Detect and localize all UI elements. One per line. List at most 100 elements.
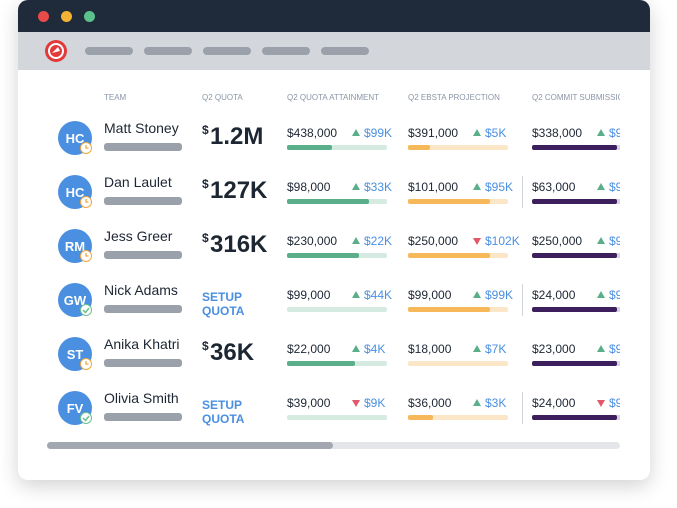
progress-track	[408, 361, 508, 366]
setup-quota-link[interactable]: SETUP QUOTA	[202, 398, 245, 426]
progress-track	[532, 145, 620, 150]
trend-up	[597, 291, 605, 298]
name-placeholder	[104, 413, 182, 421]
progress-fill	[408, 307, 490, 312]
status-badge	[80, 142, 92, 154]
name-placeholder	[104, 197, 182, 205]
minimize-button[interactable]	[61, 11, 72, 22]
metric-delta: $102K	[485, 234, 520, 248]
metric-value: $250,000	[532, 234, 583, 248]
progress-track	[287, 253, 387, 258]
status-badge	[80, 196, 92, 208]
progress-track	[408, 415, 508, 420]
avatar-initials: RM	[64, 239, 86, 254]
metric-value: $63,000	[532, 180, 576, 194]
name-placeholder	[104, 359, 182, 367]
scrollbar-thumb[interactable]	[47, 442, 333, 449]
nav-placeholder	[144, 47, 192, 55]
metric-value: $250,000	[408, 234, 459, 248]
name-placeholder	[104, 305, 182, 313]
title-bar	[18, 0, 650, 32]
progress-fill	[408, 145, 430, 150]
browser-window	[18, 0, 650, 480]
metric-delta: $99K	[485, 288, 514, 302]
avatar-initials: HC	[65, 131, 85, 146]
progress-track	[408, 145, 508, 150]
column-header: Q2 COMMIT SUBMISSION	[532, 93, 620, 102]
trend-up	[352, 183, 360, 190]
metric-delta: $9	[609, 288, 620, 302]
trend-up	[473, 399, 481, 406]
progress-track	[408, 253, 508, 258]
progress-fill	[408, 199, 490, 204]
trend-down	[597, 400, 605, 407]
progress-track	[532, 361, 620, 366]
quota-amount: 1.2M	[210, 123, 264, 150]
progress-track	[287, 145, 387, 150]
metric-delta: $9K	[364, 396, 386, 410]
progress-track	[532, 253, 620, 258]
progress-fill	[287, 361, 355, 366]
progress-fill	[532, 361, 617, 366]
trend-up	[352, 291, 360, 298]
member-name: Nick Adams	[104, 282, 178, 298]
member-name: Anika Khatri	[104, 336, 180, 352]
column-header: Q2 EBSTA PROJECTION	[408, 93, 500, 102]
trend-down	[473, 238, 481, 245]
metric-delta: $3K	[485, 396, 507, 410]
quota-currency: $	[202, 177, 209, 191]
column-header: Q2 QUOTA	[202, 93, 243, 102]
avatar-initials: HC	[65, 185, 85, 200]
trend-up	[352, 345, 360, 352]
progress-track	[287, 361, 387, 366]
trend-up	[597, 183, 605, 190]
column-header: Q2 QUOTA ATTAINMENT	[287, 93, 380, 102]
progress-fill	[532, 199, 617, 204]
metric-delta: $99K	[364, 126, 393, 140]
member-name: Olivia Smith	[104, 390, 179, 406]
trend-up	[473, 345, 481, 352]
progress-fill	[287, 145, 332, 150]
progress-track	[408, 307, 508, 312]
close-button[interactable]	[38, 11, 49, 22]
avatar-initials: GW	[63, 293, 87, 308]
progress-fill	[532, 307, 617, 312]
progress-fill	[532, 145, 617, 150]
member-name: Matt Stoney	[104, 120, 179, 136]
progress-fill	[408, 253, 490, 258]
nav-placeholder	[85, 47, 133, 55]
avatar: RM	[58, 229, 92, 263]
trend-up	[597, 129, 605, 136]
avatar-initials: FV	[66, 401, 84, 416]
metric-delta: $33K	[364, 180, 393, 194]
column-header: TEAM	[104, 93, 127, 102]
progress-track	[287, 307, 387, 312]
nav-placeholder	[262, 47, 310, 55]
column-divider	[522, 176, 523, 208]
quota-amount: 127K	[210, 177, 268, 204]
metric-delta: $9	[609, 126, 620, 140]
progress-fill	[287, 199, 369, 204]
quota-amount: 36K	[210, 339, 255, 366]
progress-track	[532, 307, 620, 312]
maximize-button[interactable]	[84, 11, 95, 22]
progress-fill	[532, 415, 617, 420]
metric-delta: $9	[609, 396, 620, 410]
metric-value: $438,000	[287, 126, 338, 140]
toolbar	[18, 32, 650, 70]
quota-currency: $	[202, 123, 209, 137]
metric-value: $99,000	[287, 288, 331, 302]
column-divider	[522, 392, 523, 424]
name-placeholder	[104, 251, 182, 259]
nav-placeholder	[203, 47, 251, 55]
setup-quota-link[interactable]: SETUP QUOTA	[202, 290, 245, 318]
metric-delta: $9	[609, 342, 620, 356]
logo	[45, 40, 67, 62]
metric-delta: $44K	[364, 288, 393, 302]
trend-up	[473, 183, 481, 190]
progress-fill	[532, 253, 617, 258]
status-badge	[80, 412, 92, 424]
metric-delta: $22K	[364, 234, 393, 248]
status-badge	[80, 250, 92, 262]
